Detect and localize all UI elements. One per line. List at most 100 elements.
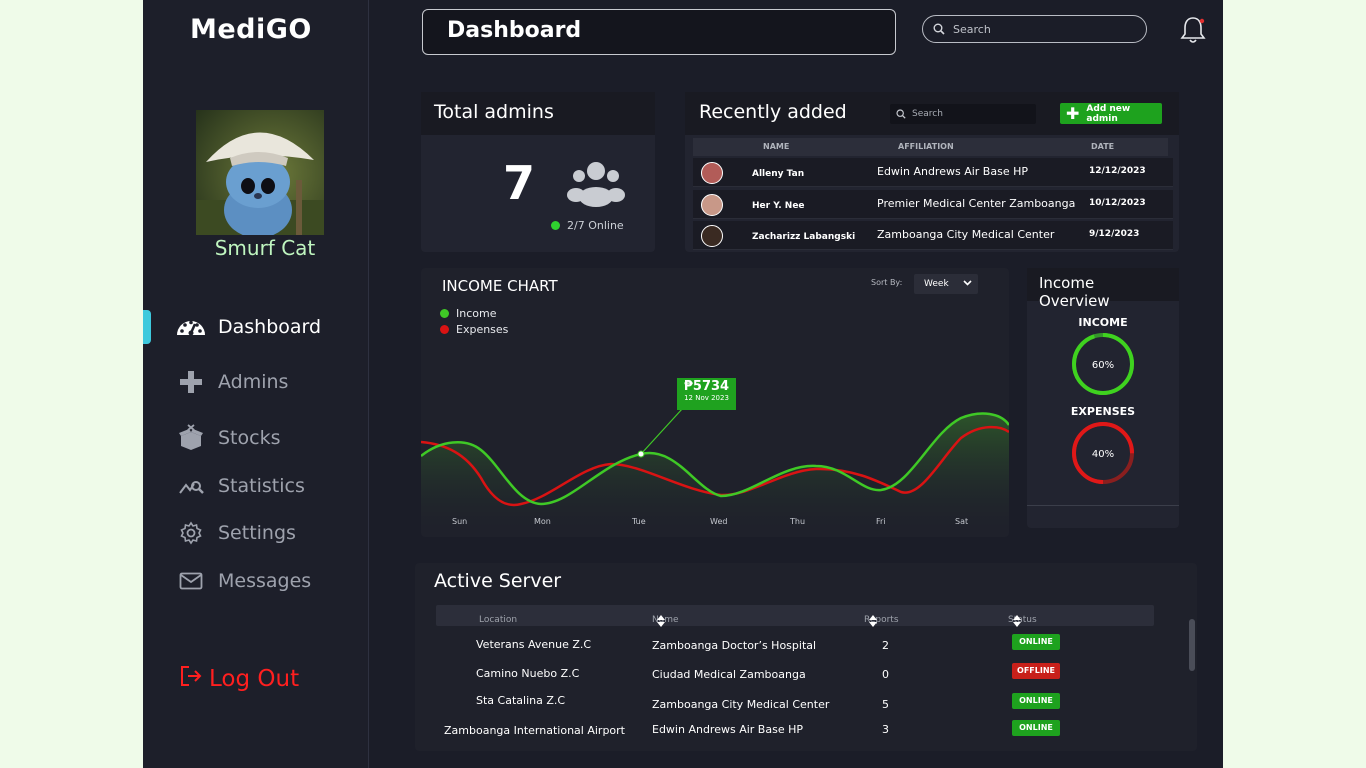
sort-value: Week: [924, 279, 949, 289]
col-label: Reports: [864, 615, 899, 625]
divider: [1027, 505, 1179, 506]
active-server-title: Active Server: [434, 570, 562, 592]
server-location: Zamboanga International Airport: [444, 724, 625, 737]
add-admin-label: Add new admin: [1086, 103, 1131, 124]
avatar: [196, 110, 324, 235]
col-name[interactable]: NAME: [763, 142, 790, 151]
online-status: 2/7 Online: [551, 219, 624, 232]
admin-affiliation: Zamboanga City Medical Center: [877, 228, 1055, 241]
plus-icon: ✚: [1066, 103, 1080, 123]
x-tick-label: Fri: [876, 517, 886, 526]
logout-button[interactable]: Log Out: [179, 664, 299, 694]
admin-name: Zacharizz Labangski: [752, 232, 856, 242]
add-new-admin-button[interactable]: ✚ Add new admin: [1060, 103, 1162, 124]
server-name: Ciudad Medical Zamboanga: [652, 668, 806, 681]
col-date[interactable]: DATE: [1091, 142, 1115, 151]
income-overview-card: Income Overview INCOME 60% EXPENSES 40%: [1027, 268, 1179, 528]
nav-label: Messages: [218, 570, 312, 592]
nav-label: Statistics: [218, 475, 305, 497]
server-reports: 0: [882, 668, 889, 681]
legend-dot-icon: [440, 325, 449, 334]
chart-search-icon: [176, 471, 206, 501]
x-tick-label: Sun: [452, 517, 468, 526]
gear-icon: [176, 518, 206, 548]
nav-label: Admins: [218, 371, 289, 393]
x-tick-label: Thu: [790, 517, 806, 526]
sidebar: MediGO Smurf Ca: [143, 0, 369, 768]
table-row[interactable]: Alleny Tan Edwin Andrews Air Base HP 12/…: [693, 158, 1173, 187]
sort-arrows-icon[interactable]: [657, 615, 665, 627]
server-name: Zamboanga Doctor’s Hospital: [652, 639, 817, 652]
notification-bell-icon[interactable]: [1178, 15, 1208, 45]
recent-search-input[interactable]: Search: [890, 104, 1036, 124]
active-indicator: [143, 310, 151, 344]
table-row[interactable]: Zacharizz Labangski Zamboanga City Medic…: [693, 221, 1173, 250]
admins-count: 7: [503, 156, 536, 210]
chart-title: INCOME CHART: [442, 277, 558, 295]
col-label: Location: [479, 615, 518, 625]
x-tick-label: Mon: [534, 517, 551, 526]
server-name: Edwin Andrews Air Base HP: [652, 723, 803, 736]
income-area: [421, 413, 1009, 528]
total-admins-card: Total admins 7 2/7 Online: [421, 92, 655, 252]
nav-item-dashboard[interactable]: Dashboard: [176, 310, 321, 344]
recently-added-header: Recently added Search ✚ Add new admin: [685, 92, 1179, 135]
server-location: Veterans Avenue Z.C: [476, 638, 592, 651]
users-group-icon: [567, 161, 625, 215]
search-input[interactable]: Search: [922, 15, 1147, 43]
online-count: 2/7 Online: [567, 219, 624, 232]
nav-label: Dashboard: [218, 316, 322, 338]
recently-added-title: Recently added: [699, 101, 847, 123]
server-reports: 2: [882, 639, 889, 652]
user-name: Smurf Cat: [214, 236, 316, 260]
nav-item-settings[interactable]: Settings: [176, 516, 296, 550]
scrollbar[interactable]: [1189, 619, 1195, 671]
page-title: Dashboard: [422, 9, 896, 55]
box-icon: [176, 423, 206, 453]
chart-tooltip: ₱5734 12 Nov 2023: [677, 378, 736, 410]
nav-item-statistics[interactable]: Statistics: [176, 469, 305, 503]
search-icon: [896, 109, 906, 119]
col-affiliation[interactable]: AFFILIATION: [898, 142, 954, 151]
search-icon: [933, 23, 945, 35]
avatar: [701, 162, 723, 184]
server-reports: 3: [882, 723, 889, 736]
table-row[interactable]: Her Y. Nee Premier Medical Center Zamboa…: [693, 190, 1173, 219]
plus-icon: [176, 367, 206, 397]
nav-item-stocks[interactable]: Stocks: [176, 421, 280, 455]
status-badge: ONLINE: [1012, 693, 1060, 709]
data-point-marker[interactable]: [637, 450, 645, 458]
search-placeholder: Search: [953, 22, 991, 36]
nav-item-messages[interactable]: Messages: [176, 564, 311, 598]
sort-dropdown[interactable]: Week: [914, 274, 978, 294]
admin-date: 9/12/2023: [1089, 229, 1140, 239]
server-name: Zamboanga City Medical Center: [652, 698, 830, 711]
admin-name: Her Y. Nee: [752, 201, 805, 211]
mail-icon: [176, 566, 206, 596]
tooltip-value: ₱5734: [683, 379, 730, 394]
admin-date: 10/12/2023: [1089, 198, 1146, 208]
income-percent: 60%: [1092, 360, 1114, 371]
x-tick-label: Tue: [632, 517, 646, 526]
status-badge: ONLINE: [1012, 720, 1060, 736]
sort-arrows-icon[interactable]: [869, 615, 877, 627]
nav-item-admins[interactable]: Admins: [176, 365, 288, 399]
online-dot-icon: [551, 221, 560, 230]
tooltip-connector: [640, 407, 684, 455]
sort-label: Sort By:: [871, 278, 903, 287]
col-label: Name: [652, 615, 679, 625]
sort-arrows-icon[interactable]: [1013, 615, 1021, 627]
expenses-ring: 40%: [1069, 419, 1137, 487]
status-badge: OFFLINE: [1012, 663, 1060, 679]
income-label: INCOME: [1078, 316, 1128, 329]
income-line: [421, 412, 1009, 506]
legend-expenses: Expenses: [440, 323, 508, 336]
avatar: [701, 225, 723, 247]
col-label: Status: [1008, 615, 1037, 625]
admin-name: Alleny Tan: [752, 169, 805, 179]
legend-label: Income: [456, 307, 497, 320]
expenses-label: EXPENSES: [1070, 405, 1136, 418]
app-window: MediGO Smurf Ca: [143, 0, 1223, 768]
avatar: [701, 194, 723, 216]
logout-icon: [179, 664, 203, 694]
